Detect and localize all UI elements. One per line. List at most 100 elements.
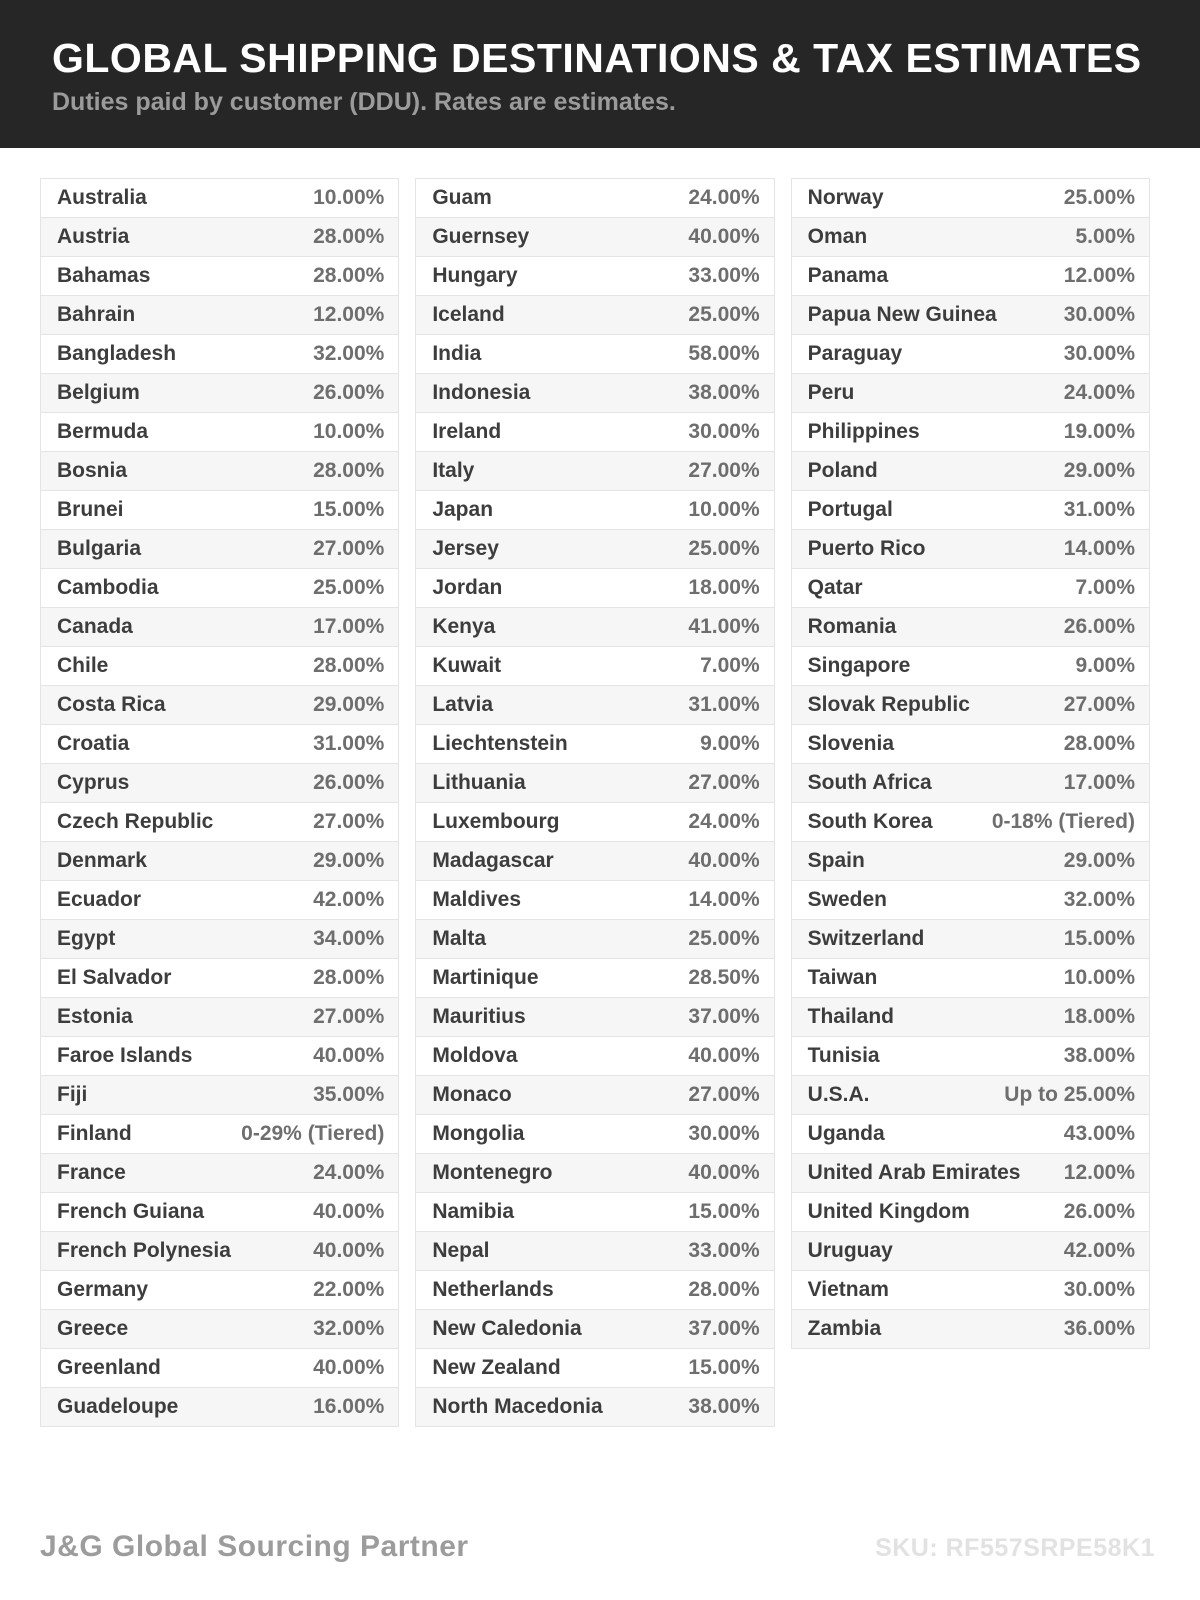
tax-rate: 31.00% [313, 732, 385, 755]
table-row: Switzerland 15.00% [791, 920, 1149, 959]
tax-rate: 33.00% [688, 1239, 760, 1262]
table-row: Kuwait 7.00% [416, 647, 774, 686]
country-name: New Zealand [432, 1356, 561, 1379]
table-row: Bahrain 12.00% [41, 296, 399, 335]
table-row: Uruguay 42.00% [791, 1232, 1149, 1271]
rate-column-2: Guam 24.00% Guernsey 40.00% Hungary 33.00% Ice… [415, 178, 775, 1427]
brand-name: J&G Global Sourcing Partner [40, 1530, 469, 1563]
table-row: Guernsey 40.00% [416, 218, 774, 257]
sku-label: SKU: RF557SRPE58K1 [875, 1534, 1155, 1562]
country-name: Estonia [57, 1005, 133, 1028]
tax-rate: 15.00% [688, 1200, 760, 1223]
table-row: Tunisia 38.00% [791, 1037, 1149, 1076]
table-row: Namibia 15.00% [416, 1193, 774, 1232]
country-name: Faroe Islands [57, 1044, 193, 1067]
table-row: Czech Republic 27.00% [41, 803, 399, 842]
tax-rate: 17.00% [1063, 771, 1135, 794]
country-name: Slovenia [807, 732, 895, 755]
tax-rate: 30.00% [1063, 303, 1135, 326]
tax-rate: 28.00% [313, 225, 385, 248]
table-row: Puerto Rico 14.00% [791, 530, 1149, 569]
table-row: Cambodia 25.00% [41, 569, 399, 608]
country-name: United Arab Emirates [807, 1161, 1021, 1184]
table-row: Ecuador 42.00% [41, 881, 399, 920]
tax-rate: 18.00% [688, 576, 760, 599]
country-name: Ireland [432, 420, 502, 443]
table-row: Portugal 31.00% [791, 491, 1149, 530]
table-row: Qatar 7.00% [791, 569, 1149, 608]
table-row: Germany 22.00% [41, 1271, 399, 1310]
table-row: Singapore 9.00% [791, 647, 1149, 686]
table-row: Uganda 43.00% [791, 1115, 1149, 1154]
country-name: Montenegro [432, 1161, 553, 1184]
table-row: Norway 25.00% [791, 179, 1149, 218]
country-name: Greece [57, 1317, 129, 1340]
tax-rate: 40.00% [313, 1200, 385, 1223]
tax-rate: 17.00% [313, 615, 385, 638]
country-name: Tunisia [807, 1044, 880, 1067]
tax-rate: 32.00% [1063, 888, 1135, 911]
tax-rate: 27.00% [313, 537, 385, 560]
tax-rate-table: Australia 10.00% Austria 28.00% Bahamas 28.00… [0, 148, 1200, 1427]
table-row: Zambia 36.00% [791, 1310, 1149, 1349]
tax-rate: 27.00% [688, 459, 760, 482]
country-name: Oman [807, 225, 868, 248]
tax-rate: 15.00% [1063, 927, 1135, 950]
country-name: Latvia [432, 693, 494, 716]
tax-rate: 40.00% [688, 849, 760, 872]
country-name: Kenya [432, 615, 496, 638]
table-row: Thailand 18.00% [791, 998, 1149, 1037]
table-row: Vietnam 30.00% [791, 1271, 1149, 1310]
table-row: New Caledonia 37.00% [416, 1310, 774, 1349]
country-name: Fiji [57, 1083, 88, 1106]
table-row: U.S.A. Up to 25.00% [791, 1076, 1149, 1115]
tax-rate: 24.00% [688, 186, 760, 209]
country-name: French Guiana [57, 1200, 205, 1223]
tax-rate: 10.00% [1063, 966, 1135, 989]
country-name: Liechtenstein [432, 732, 568, 755]
country-name: Malta [432, 927, 487, 950]
country-name: Costa Rica [57, 693, 166, 716]
country-name: Italy [432, 459, 475, 482]
table-row: French Guiana 40.00% [41, 1193, 399, 1232]
country-name: Qatar [807, 576, 863, 599]
rate-column-1: Australia 10.00% Austria 28.00% Bahamas 28.00… [40, 178, 400, 1427]
table-row: Poland 29.00% [791, 452, 1149, 491]
table-row: Spain 29.00% [791, 842, 1149, 881]
country-name: Uganda [807, 1122, 885, 1145]
tax-rate: 7.00% [700, 654, 760, 677]
table-row: United Kingdom 26.00% [791, 1193, 1149, 1232]
table-row: Australia 10.00% [41, 179, 399, 218]
country-name: Brunei [57, 498, 124, 521]
tax-rate: 16.00% [313, 1395, 385, 1418]
table-row: Bangladesh 32.00% [41, 335, 399, 374]
tax-rate: 33.00% [688, 264, 760, 287]
table-row: Montenegro 40.00% [416, 1154, 774, 1193]
country-name: Luxembourg [432, 810, 560, 833]
table-row: Jordan 18.00% [416, 569, 774, 608]
rate-column-3: Norway 25.00% Oman 5.00% Panama 12.00% Papua N… [790, 178, 1150, 1349]
tax-rate: 0-18% (Tiered) [991, 810, 1135, 833]
country-name: Moldova [432, 1044, 518, 1067]
country-name: Paraguay [807, 342, 903, 365]
tax-rate: 38.00% [1063, 1044, 1135, 1067]
page-subtitle: Duties paid by customer (DDU). Rates are… [52, 88, 676, 117]
tax-rate: 29.00% [1063, 849, 1135, 872]
country-name: Monaco [432, 1083, 512, 1106]
table-row: Italy 27.00% [416, 452, 774, 491]
country-name: Bahrain [57, 303, 136, 326]
table-row: Liechtenstein 9.00% [416, 725, 774, 764]
table-row: Hungary 33.00% [416, 257, 774, 296]
country-name: Vietnam [807, 1278, 889, 1301]
table-row: United Arab Emirates 12.00% [791, 1154, 1149, 1193]
table-row: France 24.00% [41, 1154, 399, 1193]
tax-rate: 32.00% [313, 1317, 385, 1340]
country-name: Bermuda [57, 420, 149, 443]
tax-rate: 30.00% [1063, 342, 1135, 365]
table-row: Indonesia 38.00% [416, 374, 774, 413]
country-name: Chile [57, 654, 109, 677]
table-row: Denmark 29.00% [41, 842, 399, 881]
country-name: Australia [57, 186, 147, 209]
country-name: Austria [57, 225, 130, 248]
table-row: Jersey 25.00% [416, 530, 774, 569]
